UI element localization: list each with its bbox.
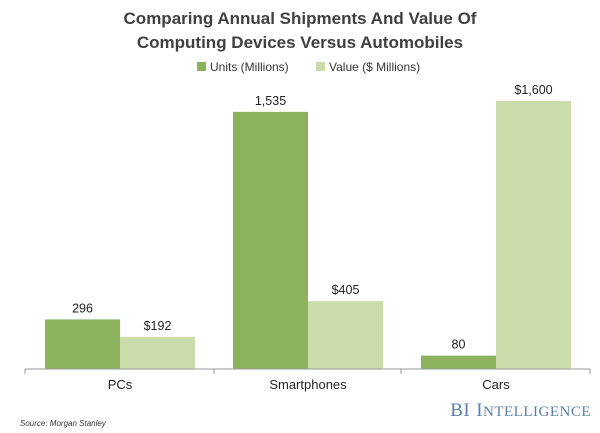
data-label-smartphones-units: 1,535 (255, 94, 286, 108)
data-label-cars-units: 80 (452, 338, 466, 352)
bar-cars-value (496, 101, 571, 369)
legend-swatch-units (197, 62, 206, 71)
chart-title-line-2: Computing Devices Versus Automobiles (137, 33, 463, 52)
data-label-pcs-units: 296 (72, 301, 93, 315)
data-label-smartphones-value: $405 (332, 283, 360, 297)
x-axis-tick-labels: PCs Smartphones Cars (108, 377, 511, 392)
data-label-pcs-value: $192 (144, 319, 172, 333)
bars-group (45, 101, 571, 369)
x-tick-label-cars: Cars (482, 377, 510, 392)
x-tick-label-pcs: PCs (108, 377, 133, 392)
x-tick-label-smartphones: Smartphones (269, 377, 347, 392)
bar-smartphones-value (308, 301, 383, 369)
legend-label-units: Units (Millions) (210, 60, 289, 74)
bar-pcs-units (45, 319, 120, 369)
source-note: Source: Morgan Stanley (20, 419, 107, 428)
legend-swatch-value (316, 62, 325, 71)
legend-label-value: Value ($ Millions) (329, 60, 420, 74)
data-label-cars-value: $1,600 (514, 83, 552, 97)
bi-intelligence-logo: BI INTELLIGENCE (450, 400, 591, 421)
bar-labels-group: 296 $192 1,535 $405 80 $1,600 (72, 83, 553, 352)
bar-pcs-value (120, 336, 195, 369)
bar-smartphones-units (233, 111, 308, 369)
chart-title-line-1: Comparing Annual Shipments And Value Of (124, 9, 477, 28)
bar-cars-units (421, 355, 496, 369)
